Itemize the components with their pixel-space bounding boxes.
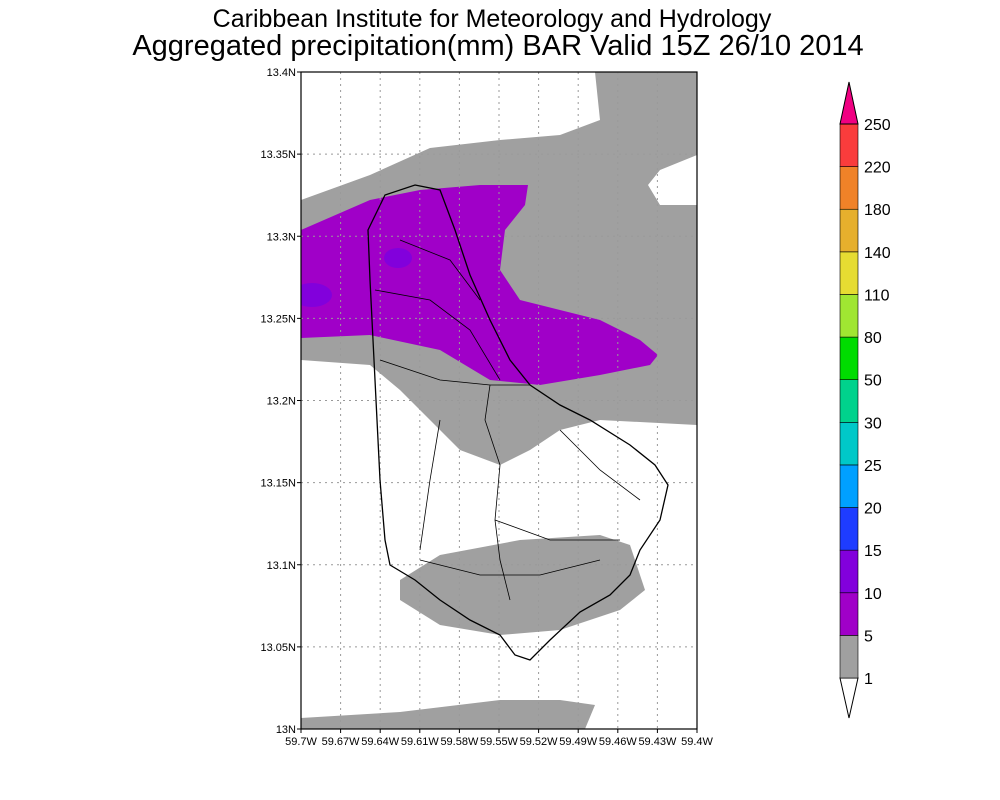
colorbar-label: 250 xyxy=(864,117,891,134)
x-tick-label: 59.4W xyxy=(681,736,713,748)
colorbar-segment xyxy=(839,592,859,636)
colorbar-label: 220 xyxy=(864,160,891,177)
y-tick-label: 13.05N xyxy=(261,642,297,654)
colorbar-label: 1 xyxy=(864,671,873,688)
parish-boundaries xyxy=(374,239,641,601)
colorbar-label: 80 xyxy=(864,330,882,347)
precip-violet xyxy=(384,248,412,268)
x-tick-label: 59.52W xyxy=(520,736,559,748)
colorbar-label: 30 xyxy=(864,415,882,432)
colorbar-segment xyxy=(839,379,859,423)
colorbar-arrow-high xyxy=(839,81,859,125)
colorbar-label: 20 xyxy=(864,501,882,518)
subtitle: Aggregated precipitation(mm) BAR Valid 1… xyxy=(132,30,863,62)
x-tick-label: 59.61W xyxy=(401,736,440,748)
colorbar-segment xyxy=(839,422,859,466)
y-tick-label: 13.35N xyxy=(261,149,297,161)
y-tick-label: 13.1N xyxy=(267,560,296,572)
colorbar-label: 180 xyxy=(864,202,891,219)
precip-violet xyxy=(301,283,332,307)
x-tick-label: 59.46W xyxy=(599,736,638,748)
coastline xyxy=(367,184,669,661)
colorbar-segment xyxy=(839,123,859,167)
y-tick-label: 13.3N xyxy=(267,231,296,243)
precip-gray-south xyxy=(400,535,645,635)
colorbar-segment xyxy=(839,507,859,551)
y-tick-label: 13.25N xyxy=(261,313,297,325)
colorbar-segment xyxy=(839,549,859,594)
y-tick-label: 13N xyxy=(276,724,296,736)
colorbar-segment xyxy=(839,166,859,210)
colorbar-label: 110 xyxy=(864,287,890,304)
colorbar-label: 140 xyxy=(864,245,891,262)
x-tick-label: 59.55W xyxy=(480,736,519,748)
y-tick-label: 13.2N xyxy=(267,396,296,408)
colorbar-arrow-low xyxy=(839,677,859,719)
colorbar-label: 15 xyxy=(864,543,882,560)
colorbar-segment xyxy=(839,251,859,295)
x-tick-label: 59.43W xyxy=(638,736,677,748)
x-tick-label: 59.64W xyxy=(361,736,400,748)
title: Caribbean Institute for Meteorology and … xyxy=(213,5,772,33)
island xyxy=(367,184,669,661)
y-tick-label: 13.15N xyxy=(261,478,297,490)
precip-purple xyxy=(301,185,658,385)
x-tick-label: 59.49W xyxy=(559,736,598,748)
precip-gray-strip xyxy=(301,700,595,729)
x-tick-label: 59.58W xyxy=(440,736,479,748)
colorbar-label: 5 xyxy=(864,628,873,645)
colorbar-label: 10 xyxy=(864,586,882,603)
colorbar-segment xyxy=(839,464,859,508)
colorbar-label: 50 xyxy=(864,373,882,390)
colorbar-segment xyxy=(839,294,859,338)
x-tick-label: 59.67W xyxy=(322,736,361,748)
y-tick-label: 13.4N xyxy=(267,67,296,79)
colorbar-segment xyxy=(839,336,859,380)
colorbar-segment xyxy=(839,208,859,253)
colorbar-segment xyxy=(839,635,859,679)
colorbar-label: 25 xyxy=(864,458,882,475)
x-tick-label: 59.7W xyxy=(285,736,317,748)
axes: 59.7W 59.67W 59.64W 59.61W 59.58W 59.55W 59.52… xyxy=(261,67,714,748)
